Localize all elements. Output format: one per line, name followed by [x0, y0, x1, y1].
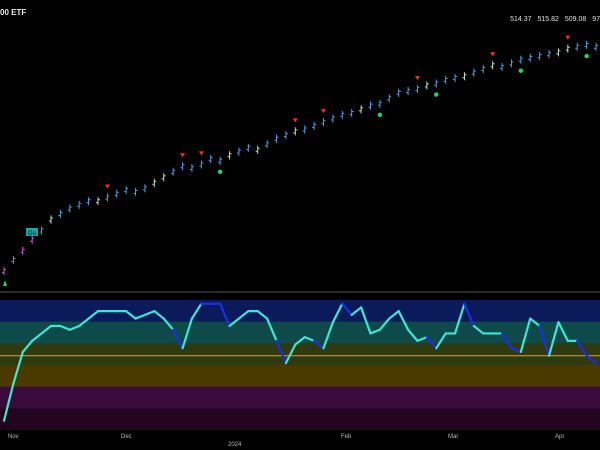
x-tick-nov: Nov: [8, 434, 19, 440]
x-tick-mar: Mar: [448, 434, 459, 440]
oscillator-line-segment: [2, 382, 15, 422]
buy-signal-marker: [584, 53, 589, 59]
oscillator-line-segment: [435, 332, 447, 350]
oscillator-line-segment: [162, 317, 175, 331]
oscillator-line-segment: [510, 347, 522, 354]
oscillator-band: [0, 408, 600, 430]
oscillator-line-segment: [190, 302, 203, 320]
oscillator-line-segment: [453, 302, 466, 335]
oscillator-line-segment: [500, 332, 513, 350]
oscillator-line-segment: [181, 317, 194, 350]
oscillator-line-segment: [219, 302, 231, 328]
ohlc-readout: 514.37 515.82 509.08 97: [506, 16, 600, 23]
sell-signal-marker: [490, 52, 496, 57]
oscillator-line-segment: [472, 324, 485, 335]
buy-signal-marker: [434, 92, 439, 97]
oscillator-line-segment: [350, 306, 363, 316]
oscillator-line-segment: [585, 354, 598, 365]
oscillator-line-segment: [331, 302, 344, 324]
oscillator-band: [0, 386, 600, 409]
buy-triangle-marker: [3, 280, 7, 286]
oscillator-line-segment: [557, 321, 569, 342]
oscillator-line-segment: [40, 324, 53, 335]
buy-signal-marker: [217, 169, 223, 174]
oscillator-line-segment: [294, 336, 306, 346]
oscillator-line-segment: [519, 317, 532, 354]
oscillator-pane: [0, 291, 600, 430]
oscillator-line-segment: [538, 324, 551, 357]
ohlc-close: 97: [592, 16, 600, 23]
oscillator-line-segment: [312, 339, 325, 350]
oscillator-line-segment: [12, 350, 24, 385]
oscillator-line-segment: [416, 336, 428, 342]
oscillator-band: [0, 300, 600, 323]
oscillator-band: [0, 365, 600, 388]
sell-signal-marker: [414, 76, 420, 81]
oscillator-line-segment: [378, 317, 391, 331]
sell-signal-marker: [104, 184, 110, 189]
ohlc-low: 509.08: [564, 16, 587, 23]
oscillator-line-segment: [59, 324, 71, 331]
oscillator-line-segment: [576, 339, 588, 357]
oscillator-line-segment: [87, 310, 100, 320]
oscillator-line-segment: [125, 310, 137, 320]
buy-signal-marker: [518, 68, 524, 73]
oscillator-line-segment: [78, 317, 90, 328]
oscillator-line-segment: [284, 343, 297, 365]
oscillator-line-segment: [388, 310, 400, 320]
x-tick-feb: Feb: [341, 434, 352, 440]
sell-signal-marker: [320, 109, 326, 114]
sell-signal-marker: [180, 153, 186, 158]
oscillator-line-segment: [406, 328, 419, 342]
sell-signal-marker: [292, 118, 298, 123]
oscillator-line-segment: [547, 321, 560, 357]
oscillator-line-segment: [31, 332, 43, 342]
chart-header: 00 ETF 514.37 515.82 509.08 97: [0, 0, 600, 24]
price-pane: [2, 35, 598, 286]
oscillator-line-segment: [463, 302, 475, 328]
oscillator-line-segment: [397, 310, 410, 331]
x-tick-apr: Apr: [555, 434, 565, 440]
symbol-label: 00 ETF: [0, 8, 27, 17]
sell-signal-marker: [198, 151, 204, 156]
oscillator-line-segment: [341, 302, 353, 316]
oscillator-band: [0, 321, 600, 344]
oscillator-band: [0, 343, 600, 366]
oscillator-line-segment: [134, 313, 147, 320]
oscillator-line-segment: [153, 310, 165, 320]
oscillator-line-segment: [369, 328, 381, 335]
oscillator-line-segment: [172, 328, 184, 350]
oscillator-line-segment: [237, 310, 250, 320]
oscillator-line-segment: [359, 306, 372, 335]
oscillator-line-segment: [275, 339, 288, 365]
oscillator-line-segment: [228, 317, 241, 328]
oscillator-line-segment: [529, 317, 541, 328]
go-badge-bg: [26, 228, 38, 236]
oscillator-line-segment: [322, 321, 334, 350]
oscillator-line-segment: [21, 339, 34, 354]
x-tick-2024: 2024: [228, 442, 242, 448]
oscillator-line-segment: [303, 336, 316, 342]
oscillator-line-segment: [143, 310, 156, 316]
price-chart[interactable]: Go: [0, 0, 600, 430]
oscillator-line-segment: [266, 317, 278, 342]
oscillator-line-segment: [68, 324, 81, 331]
ohlc-high: 515.82: [537, 16, 559, 23]
ohlc-open: 514.37: [510, 16, 532, 23]
oscillator-line-segment: [425, 336, 438, 350]
buy-signal-marker: [377, 112, 383, 118]
oscillator-line-segment: [256, 310, 269, 320]
x-axis: Nov Dec 2024 Feb Mar Apr: [0, 430, 600, 450]
sell-signal-marker: [565, 35, 571, 40]
go-badge-label: Go: [28, 231, 37, 237]
x-tick-dec: Dec: [121, 434, 132, 440]
go-badge: Go: [26, 228, 38, 237]
